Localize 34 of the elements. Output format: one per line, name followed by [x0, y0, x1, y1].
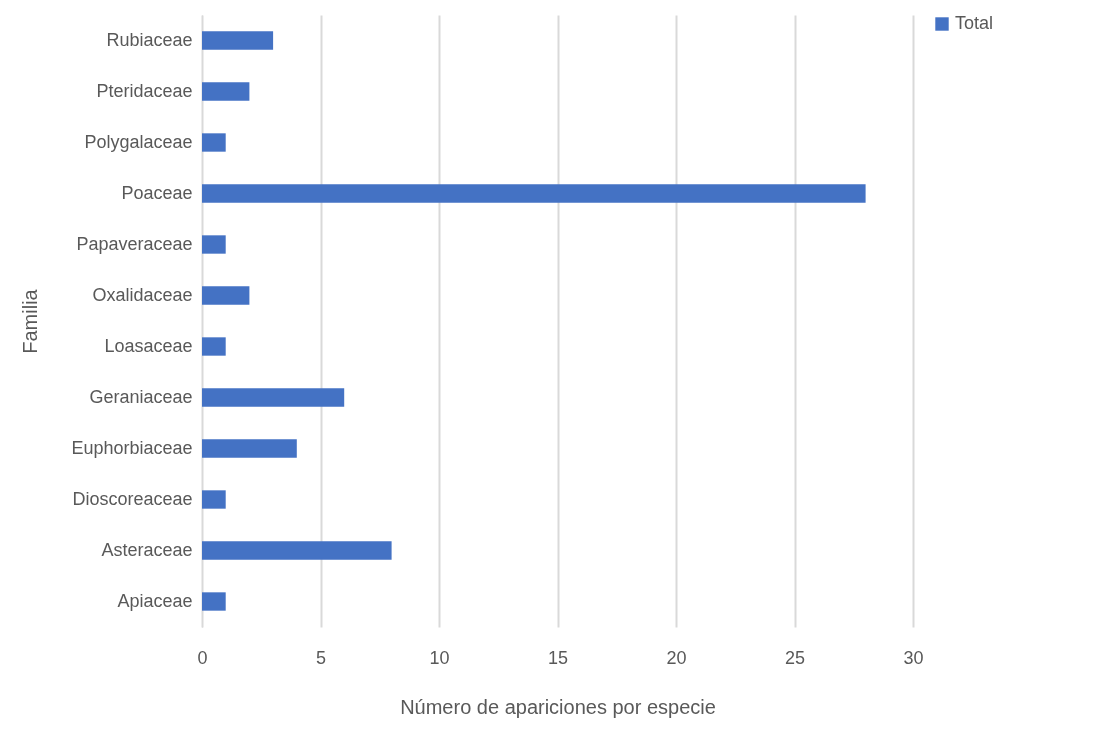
- bar: [202, 184, 866, 203]
- x-tick-label: 20: [666, 647, 687, 668]
- y-axis-title: Familia: [19, 288, 42, 354]
- y-tick-label: Euphorbiaceae: [71, 437, 193, 458]
- y-tick-label: Loasaceae: [104, 335, 193, 356]
- y-tick-label: Asteraceae: [101, 539, 193, 560]
- legend-label: Total: [955, 13, 994, 33]
- bar: [202, 388, 345, 407]
- bar: [202, 235, 226, 254]
- y-tick-label: Geraniaceae: [89, 386, 193, 407]
- x-tick-label: 25: [784, 647, 806, 668]
- x-tick-label: 10: [429, 647, 450, 668]
- bar: [202, 133, 226, 152]
- y-tick-label: Papaveraceae: [76, 233, 193, 254]
- y-tick-label: Oxalidaceae: [92, 284, 193, 305]
- y-tick-label: Poaceae: [121, 182, 193, 203]
- x-tick-label: 5: [315, 647, 327, 668]
- x-tick-label: 0: [197, 647, 208, 668]
- bar: [202, 541, 392, 560]
- bar: [202, 286, 250, 305]
- y-tick-label: Rubiaceae: [106, 29, 193, 50]
- bar: [202, 337, 226, 356]
- bar: [202, 490, 226, 509]
- x-tick-label: 30: [903, 647, 924, 668]
- bar: [202, 592, 226, 611]
- bar: [202, 82, 250, 101]
- bar: [202, 439, 297, 458]
- y-tick-label: Dioscoreaceae: [72, 488, 193, 509]
- x-axis-title: Número de apariciones por especie: [400, 695, 716, 718]
- bar: [202, 31, 274, 50]
- y-tick-label: Pteridaceae: [96, 80, 193, 101]
- y-tick-label: Apiaceae: [117, 590, 193, 611]
- y-tick-label: Polygalaceae: [84, 131, 193, 152]
- x-tick-label: 15: [547, 647, 569, 668]
